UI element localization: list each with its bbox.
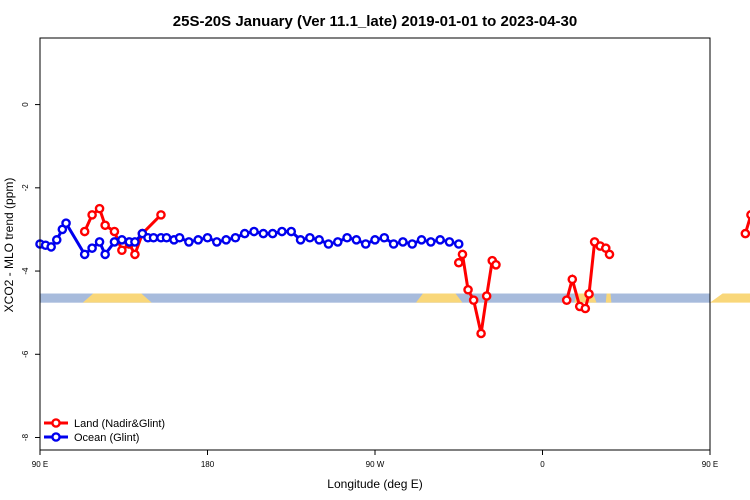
- data-point: [379, 232, 390, 243]
- chart-title: 25S-20S January (Ver 11.1_late) 2019-01-…: [173, 13, 577, 30]
- data-point: [295, 235, 306, 245]
- data-point: [426, 237, 436, 247]
- data-point: [174, 232, 185, 243]
- data-point: [584, 289, 594, 299]
- y-tick-label: -4: [21, 267, 30, 275]
- data-point: [491, 260, 501, 270]
- data-point: [481, 291, 492, 301]
- data-point: [156, 210, 166, 220]
- data-point: [130, 249, 140, 260]
- x-axis-label: Longitude (deg E): [327, 477, 422, 491]
- data-point: [184, 237, 194, 247]
- data-point: [267, 228, 278, 239]
- data-point: [416, 235, 427, 245]
- data-point: [277, 226, 287, 237]
- data-point: [239, 228, 250, 239]
- ocean-surface-band: [40, 293, 710, 303]
- data-point: [109, 226, 120, 237]
- y-axis-label: XCO2 - MLO trend (ppm): [2, 178, 16, 313]
- data-point: [249, 226, 259, 237]
- data-point: [476, 328, 486, 339]
- land-surface-segment: [415, 293, 463, 303]
- data-point: [79, 249, 90, 260]
- data-point: [740, 228, 750, 239]
- land-surface-segment: [710, 293, 750, 303]
- data-point: [212, 237, 222, 247]
- data-point: [567, 274, 578, 285]
- x-tick-label: 90 E: [32, 460, 48, 469]
- data-point: [388, 239, 399, 249]
- data-point: [463, 284, 473, 295]
- data-point: [109, 237, 120, 247]
- data-point: [130, 237, 140, 247]
- x-tick-label: 90 W: [366, 460, 385, 469]
- data-point: [453, 239, 464, 249]
- data-point: [161, 232, 172, 243]
- data-point: [444, 237, 455, 247]
- data-point: [221, 235, 231, 245]
- data-point: [94, 203, 105, 214]
- x-tick-label: 180: [201, 460, 215, 469]
- data-point: [407, 239, 418, 249]
- land-surface-segment: [605, 293, 612, 303]
- data-point: [100, 249, 110, 260]
- data-point: [370, 235, 380, 245]
- legend-label: Land (Nadir&Glint): [74, 418, 165, 430]
- data-point: [435, 235, 445, 245]
- data-point: [79, 226, 90, 237]
- x-tick-label: 0: [540, 460, 545, 469]
- data-point: [453, 257, 464, 268]
- data-point: [323, 239, 334, 249]
- data-point: [100, 220, 110, 231]
- data-point: [305, 232, 315, 243]
- legend-marker: [51, 432, 61, 442]
- data-point: [457, 249, 468, 260]
- data-point: [202, 232, 213, 243]
- data-point: [87, 243, 97, 253]
- data-point: [51, 235, 62, 245]
- legend: Land (Nadir&Glint) Ocean (Glint): [44, 418, 165, 444]
- data-point: [46, 242, 56, 252]
- land-surface-segment: [82, 293, 152, 303]
- data-point: [193, 235, 203, 245]
- data-point: [604, 249, 615, 260]
- legend-label: Ocean (Glint): [74, 432, 139, 444]
- data-point: [332, 237, 343, 247]
- data-point: [230, 232, 241, 243]
- data-point: [360, 239, 371, 249]
- data-point: [746, 210, 750, 220]
- data-point: [87, 210, 97, 220]
- y-tick-label: -2: [21, 184, 30, 192]
- data-point: [468, 295, 479, 305]
- legend-marker: [51, 418, 61, 428]
- plot-area: 90 E 180 90 W 0 90 E 0 -2 -4 -6 -8 Land (Nadir&Gli…: [21, 37, 750, 469]
- data-point: [398, 237, 408, 247]
- data-point: [61, 218, 71, 228]
- data-point: [286, 226, 297, 237]
- series-line: [457, 249, 498, 334]
- data-point: [314, 235, 324, 245]
- data-point: [561, 295, 572, 305]
- data-point: [148, 232, 159, 243]
- data-point: [351, 235, 362, 245]
- data-point: [117, 235, 127, 245]
- data-point: [258, 228, 269, 239]
- data-point: [342, 232, 352, 243]
- y-tick-label: -6: [21, 350, 30, 358]
- data-point: [117, 245, 127, 256]
- data-point: [94, 237, 105, 247]
- y-tick-label: -8: [21, 433, 30, 441]
- y-tick-label: 0: [21, 102, 30, 107]
- x-tick-label: 90 E: [702, 460, 718, 469]
- data-point: [580, 303, 591, 314]
